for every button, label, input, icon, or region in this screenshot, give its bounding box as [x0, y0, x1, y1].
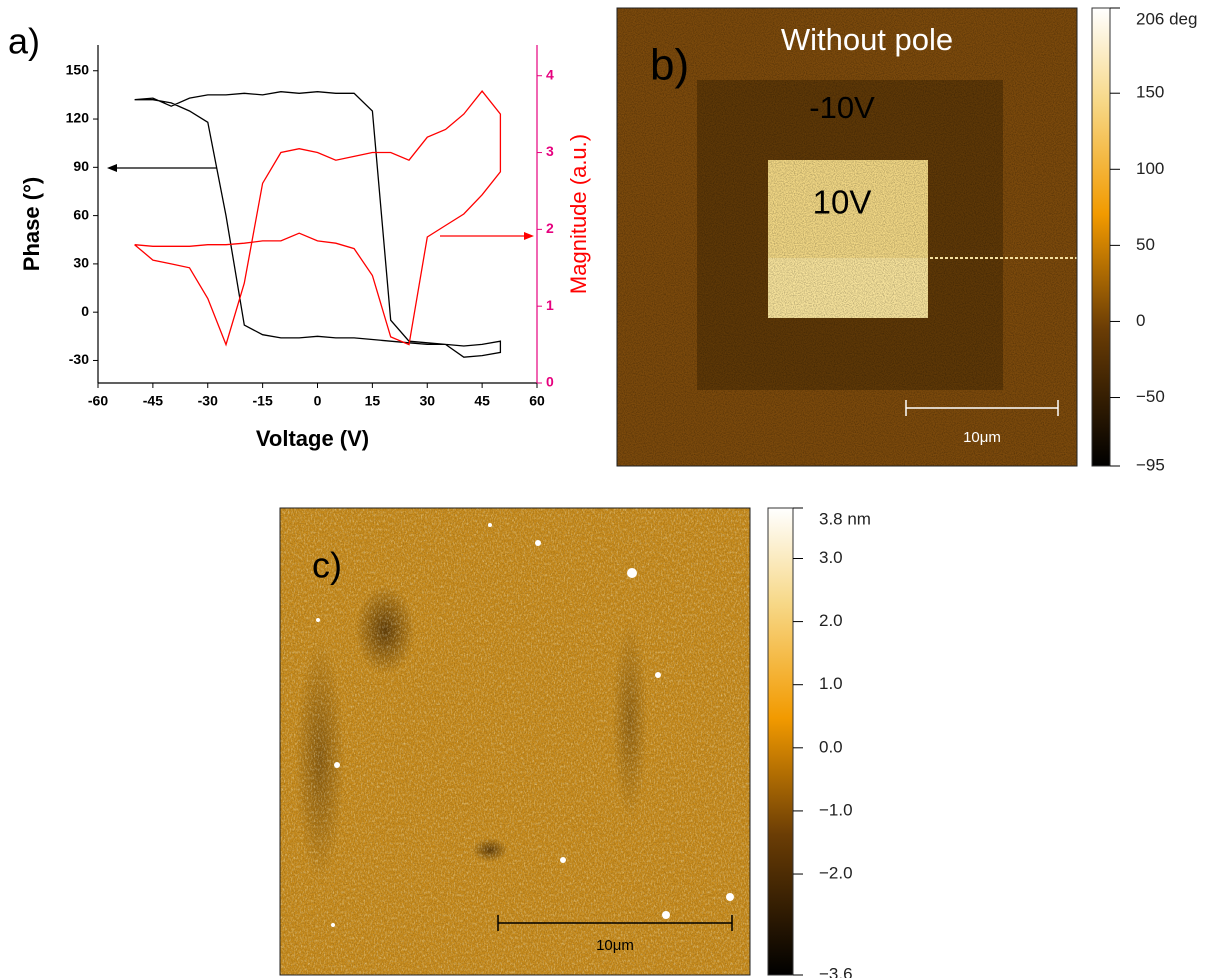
page: -60-45-30-15015304560-300306090120150012… — [0, 0, 1224, 978]
x-tick-label: -45 — [143, 393, 163, 409]
figure: -60-45-30-15015304560-300306090120150012… — [0, 0, 1224, 978]
annotation: Without pole — [781, 22, 953, 57]
y-tick-label: 120 — [66, 110, 90, 126]
y2-tick-label: 1 — [546, 297, 554, 313]
x-tick-label: -30 — [198, 393, 218, 409]
colorbar — [1092, 8, 1110, 466]
colorbar-tick-label: −1.0 — [819, 800, 853, 819]
scale-bar-label: 10μm — [963, 429, 1001, 446]
x-tick-label: 45 — [474, 393, 490, 409]
y-axis-label: Phase (°) — [19, 177, 44, 271]
y-tick-label: 0 — [81, 303, 89, 319]
y-tick-label: 150 — [66, 61, 90, 77]
colorbar — [768, 508, 793, 975]
y2-tick-label: 0 — [546, 374, 554, 390]
arrow-head — [524, 232, 534, 240]
x-tick-label: 15 — [365, 393, 381, 409]
colorbar-tick-label: 206 deg — [1136, 9, 1197, 28]
scale-bar-label: 10μm — [596, 937, 634, 954]
colorbar-tick-label: −2.0 — [819, 864, 853, 883]
colorbar-tick-label: −95 — [1136, 455, 1165, 474]
x-tick-label: -15 — [253, 393, 273, 409]
colorbar-tick-label: 0 — [1136, 311, 1145, 330]
panel-label: a) — [8, 21, 40, 62]
x-axis-label: Voltage (V) — [256, 426, 369, 451]
y-tick-label: 30 — [73, 255, 89, 271]
y-tick-label: 60 — [73, 206, 89, 222]
y-tick-label: -30 — [69, 351, 89, 367]
colorbar-tick-label: 100 — [1136, 159, 1164, 178]
annotation: -10V — [809, 90, 875, 125]
y-tick-label: 90 — [73, 158, 89, 174]
data-line — [135, 91, 501, 345]
colorbar-tick-label: 3.8 nm — [819, 509, 871, 528]
x-tick-label: 0 — [314, 393, 322, 409]
colorbar-tick-label: −50 — [1136, 387, 1165, 406]
colorbar-tick-label: 1.0 — [819, 674, 843, 693]
y2-tick-label: 3 — [546, 143, 554, 159]
colorbar-tick-label: 3.0 — [819, 548, 843, 567]
data-line — [135, 92, 501, 358]
arrow-head — [107, 164, 117, 172]
y2-axis-label: Magnitude (a.u.) — [566, 134, 591, 294]
topography-image — [280, 508, 750, 975]
colorbar-tick-label: 0.0 — [819, 737, 843, 756]
panel-label: b) — [650, 41, 689, 90]
colorbar-tick-label: 2.0 — [819, 611, 843, 630]
colorbar-tick-label: 50 — [1136, 235, 1155, 254]
x-tick-label: 60 — [529, 393, 545, 409]
y2-tick-label: 4 — [546, 66, 554, 82]
y2-tick-label: 2 — [546, 220, 554, 236]
x-tick-label: -60 — [88, 393, 108, 409]
colorbar-tick-label: 150 — [1136, 83, 1164, 102]
x-tick-label: 30 — [419, 393, 435, 409]
annotation: 10V — [813, 184, 872, 221]
colorbar-tick-label: −3.6 — [819, 964, 853, 978]
panel-label: c) — [312, 545, 342, 586]
